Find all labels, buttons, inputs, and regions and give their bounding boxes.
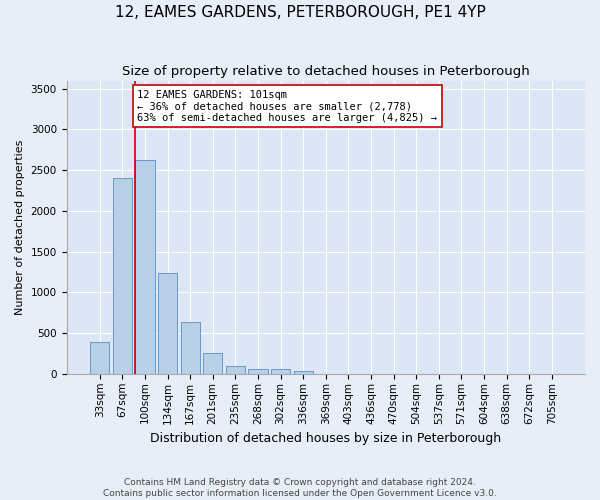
Bar [271,370,290,374]
Bar [90,342,109,374]
Bar [226,366,245,374]
Bar [113,178,132,374]
Title: Size of property relative to detached houses in Peterborough: Size of property relative to detached ho… [122,65,530,78]
Y-axis label: Number of detached properties: Number of detached properties [15,140,25,315]
Bar [181,322,200,374]
X-axis label: Distribution of detached houses by size in Peterborough: Distribution of detached houses by size … [150,432,502,445]
Text: 12 EAMES GARDENS: 101sqm
← 36% of detached houses are smaller (2,778)
63% of sem: 12 EAMES GARDENS: 101sqm ← 36% of detach… [137,90,437,122]
Bar [248,369,268,374]
Bar [136,160,155,374]
Text: 12, EAMES GARDENS, PETERBOROUGH, PE1 4YP: 12, EAMES GARDENS, PETERBOROUGH, PE1 4YP [115,5,485,20]
Bar [158,273,177,374]
Text: Contains HM Land Registry data © Crown copyright and database right 2024.
Contai: Contains HM Land Registry data © Crown c… [103,478,497,498]
Bar [203,353,223,374]
Bar [293,370,313,374]
